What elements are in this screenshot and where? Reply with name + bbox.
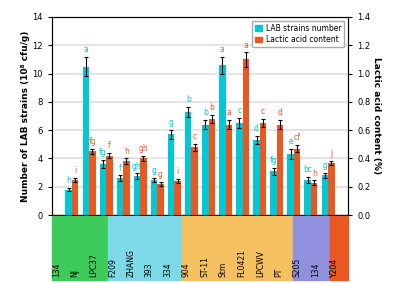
Text: 393: 393 [145,263,154,277]
Text: LPC37: LPC37 [89,254,98,277]
Text: h: h [66,176,71,185]
Text: LPCWV: LPCWV [256,250,265,277]
Bar [311,183,318,215]
Text: b: b [203,108,208,117]
Text: d: d [254,124,259,133]
Text: h: h [312,169,317,178]
Text: a: a [220,45,225,54]
Text: fg: fg [99,148,107,157]
Text: FL0421: FL0421 [237,250,246,277]
Bar [174,181,181,215]
Text: h: h [124,147,129,156]
Bar [260,123,266,215]
Text: g: g [322,161,327,170]
Text: bc: bc [303,165,312,174]
Text: b: b [186,95,191,104]
Bar [100,164,106,215]
Text: a: a [83,45,88,54]
Bar [66,190,72,215]
Bar [192,147,198,215]
Text: g: g [152,166,156,175]
Bar [106,156,112,215]
Text: NJ: NJ [71,269,80,277]
Bar [168,134,174,215]
Text: c: c [237,106,242,115]
Text: a: a [244,40,248,50]
Text: f: f [118,164,121,173]
Text: i: i [176,167,179,176]
Text: gh: gh [139,144,148,153]
Bar [117,178,123,215]
Bar [328,163,334,215]
Bar [226,125,232,215]
Text: b: b [209,103,214,112]
Text: fg: fg [270,156,278,165]
Text: c: c [193,132,197,141]
Bar [288,154,294,215]
Bar [219,65,226,215]
Y-axis label: Number of LAB strains (10⁸ cfu/g): Number of LAB strains (10⁸ cfu/g) [21,30,30,202]
Text: g: g [158,170,163,179]
Text: e: e [288,138,293,147]
Text: ZHANG: ZHANG [126,250,135,277]
Bar [82,67,89,215]
Text: 334: 334 [163,263,172,277]
Bar [294,149,300,215]
Text: c: c [261,107,265,116]
Text: g: g [169,118,174,127]
Bar [157,184,164,215]
Text: d: d [278,108,282,117]
Bar [322,175,328,215]
Bar [270,171,277,215]
Text: gh: gh [132,162,142,170]
Bar [304,180,311,215]
Text: j: j [330,149,332,158]
Text: 134: 134 [311,263,320,277]
Text: fg: fg [88,137,96,146]
Bar [151,180,157,215]
Bar [72,180,78,215]
Bar [89,151,96,215]
Bar [185,112,192,215]
Bar [243,59,249,215]
Text: PT: PT [274,268,283,277]
Bar [253,140,260,215]
Bar [140,158,147,215]
Text: f: f [108,141,111,150]
Bar [236,123,243,215]
Text: i: i [74,166,76,175]
Bar [277,125,283,215]
Text: 904: 904 [182,263,191,277]
Bar [208,119,215,215]
Text: Stm: Stm [219,262,228,277]
Text: a: a [226,108,231,117]
Text: Y204: Y204 [330,258,339,277]
Legend: LAB strains number, Lactic acid content: LAB strains number, Lactic acid content [252,21,344,47]
Bar [123,161,130,215]
Text: cf: cf [294,133,300,142]
Text: 134: 134 [52,263,61,277]
Bar [202,125,208,215]
Bar [134,176,140,215]
Y-axis label: Lactic acid content (%): Lactic acid content (%) [372,57,381,175]
Text: F209: F209 [108,258,117,277]
Text: S205: S205 [293,258,302,277]
Text: ST-11: ST-11 [200,256,209,277]
